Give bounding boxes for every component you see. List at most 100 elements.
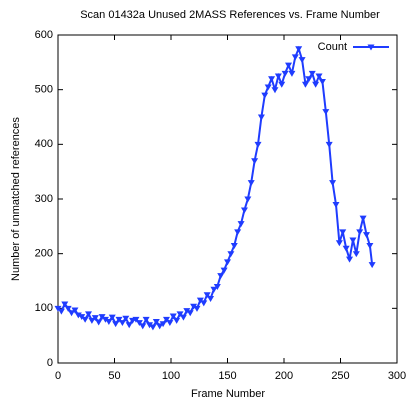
x-tick-label: 50	[108, 370, 120, 382]
data-point	[329, 180, 337, 187]
data-point	[88, 317, 96, 324]
y-axis-label: Number of unmatched references	[10, 117, 22, 281]
data-point	[166, 320, 174, 327]
data-point	[305, 76, 313, 83]
y-tick-label: 100	[35, 302, 53, 314]
data-point	[186, 310, 194, 317]
data-point	[162, 316, 170, 323]
data-point	[271, 87, 279, 94]
data-point	[200, 300, 208, 307]
x-tick-label: 150	[218, 370, 236, 382]
x-tick-label: 0	[55, 370, 61, 382]
data-point	[108, 314, 116, 321]
plot-frame	[57, 34, 398, 364]
data-point	[291, 54, 299, 61]
y-tick-label: 300	[35, 193, 53, 205]
legend-label: Count	[318, 41, 347, 53]
data-point	[268, 76, 276, 83]
data-point	[251, 158, 259, 165]
data-point	[240, 207, 248, 214]
legend-marker	[367, 44, 375, 51]
data-point	[118, 320, 126, 327]
data-point	[146, 322, 154, 329]
data-point	[359, 215, 367, 222]
data-point	[254, 141, 262, 148]
data-point	[135, 320, 143, 327]
data-point	[325, 141, 333, 148]
data-point	[224, 259, 231, 266]
data-point	[312, 81, 320, 88]
y-tick-label: 0	[47, 357, 53, 369]
data-point	[115, 316, 123, 323]
data-point	[301, 81, 309, 88]
data-point	[85, 311, 93, 318]
x-tick-label: 100	[162, 370, 180, 382]
data-point	[207, 296, 215, 302]
data-point	[152, 319, 160, 325]
data-point	[247, 180, 255, 187]
data-point	[278, 81, 286, 88]
y-tick-label: 400	[35, 138, 53, 150]
data-point	[295, 46, 303, 53]
x-tick-label: 200	[275, 370, 293, 382]
y-tick-label: 600	[35, 29, 53, 41]
data-point	[125, 322, 133, 329]
data-point	[169, 313, 177, 320]
data-point	[368, 262, 376, 269]
data-point	[81, 316, 89, 323]
data-point	[156, 323, 164, 330]
data-point	[74, 312, 82, 319]
data-point	[149, 324, 157, 331]
data-point	[244, 196, 252, 203]
data-point	[101, 316, 109, 323]
y-tick-label: 200	[35, 248, 53, 260]
data-point	[105, 319, 113, 325]
data-point	[190, 303, 198, 310]
data-point	[298, 57, 306, 64]
data-point	[220, 267, 228, 274]
data-point	[308, 70, 316, 77]
data-point	[210, 286, 218, 293]
data-point	[346, 256, 354, 263]
y-tick-label: 500	[35, 84, 53, 96]
x-tick-label: 300	[388, 370, 406, 382]
data-point	[322, 109, 330, 116]
data-point	[257, 114, 265, 121]
data-point	[95, 319, 103, 326]
data-point	[217, 273, 225, 280]
data-point	[132, 316, 140, 323]
data-point	[366, 243, 374, 249]
data-point	[274, 73, 282, 80]
data-point	[362, 232, 370, 239]
data-point	[68, 310, 76, 317]
data-point	[261, 92, 269, 99]
data-point	[234, 229, 242, 236]
data-point	[264, 84, 272, 91]
data-point	[349, 237, 357, 244]
data-point	[159, 321, 167, 328]
x-tick-label: 250	[331, 370, 349, 382]
data-point	[91, 315, 99, 322]
data-point	[213, 284, 221, 290]
data-point	[139, 323, 147, 330]
data-point	[98, 314, 106, 321]
data-point	[61, 301, 69, 308]
chart-title: Scan 01432a Unused 2MASS References vs. …	[80, 9, 380, 21]
data-point	[196, 297, 204, 304]
data-point	[288, 70, 296, 77]
data-point	[71, 307, 79, 314]
data-point	[173, 317, 181, 324]
data-point	[335, 240, 343, 247]
data-point	[332, 202, 340, 208]
data-point	[237, 221, 245, 228]
data-point	[78, 314, 86, 321]
data-point	[281, 70, 289, 77]
data-point	[112, 321, 120, 328]
data-point	[142, 316, 150, 323]
data-point	[315, 73, 323, 80]
data-point	[356, 229, 364, 236]
data-point	[54, 305, 62, 312]
data-point	[339, 229, 347, 236]
x-axis-label: Frame Number	[191, 388, 265, 400]
